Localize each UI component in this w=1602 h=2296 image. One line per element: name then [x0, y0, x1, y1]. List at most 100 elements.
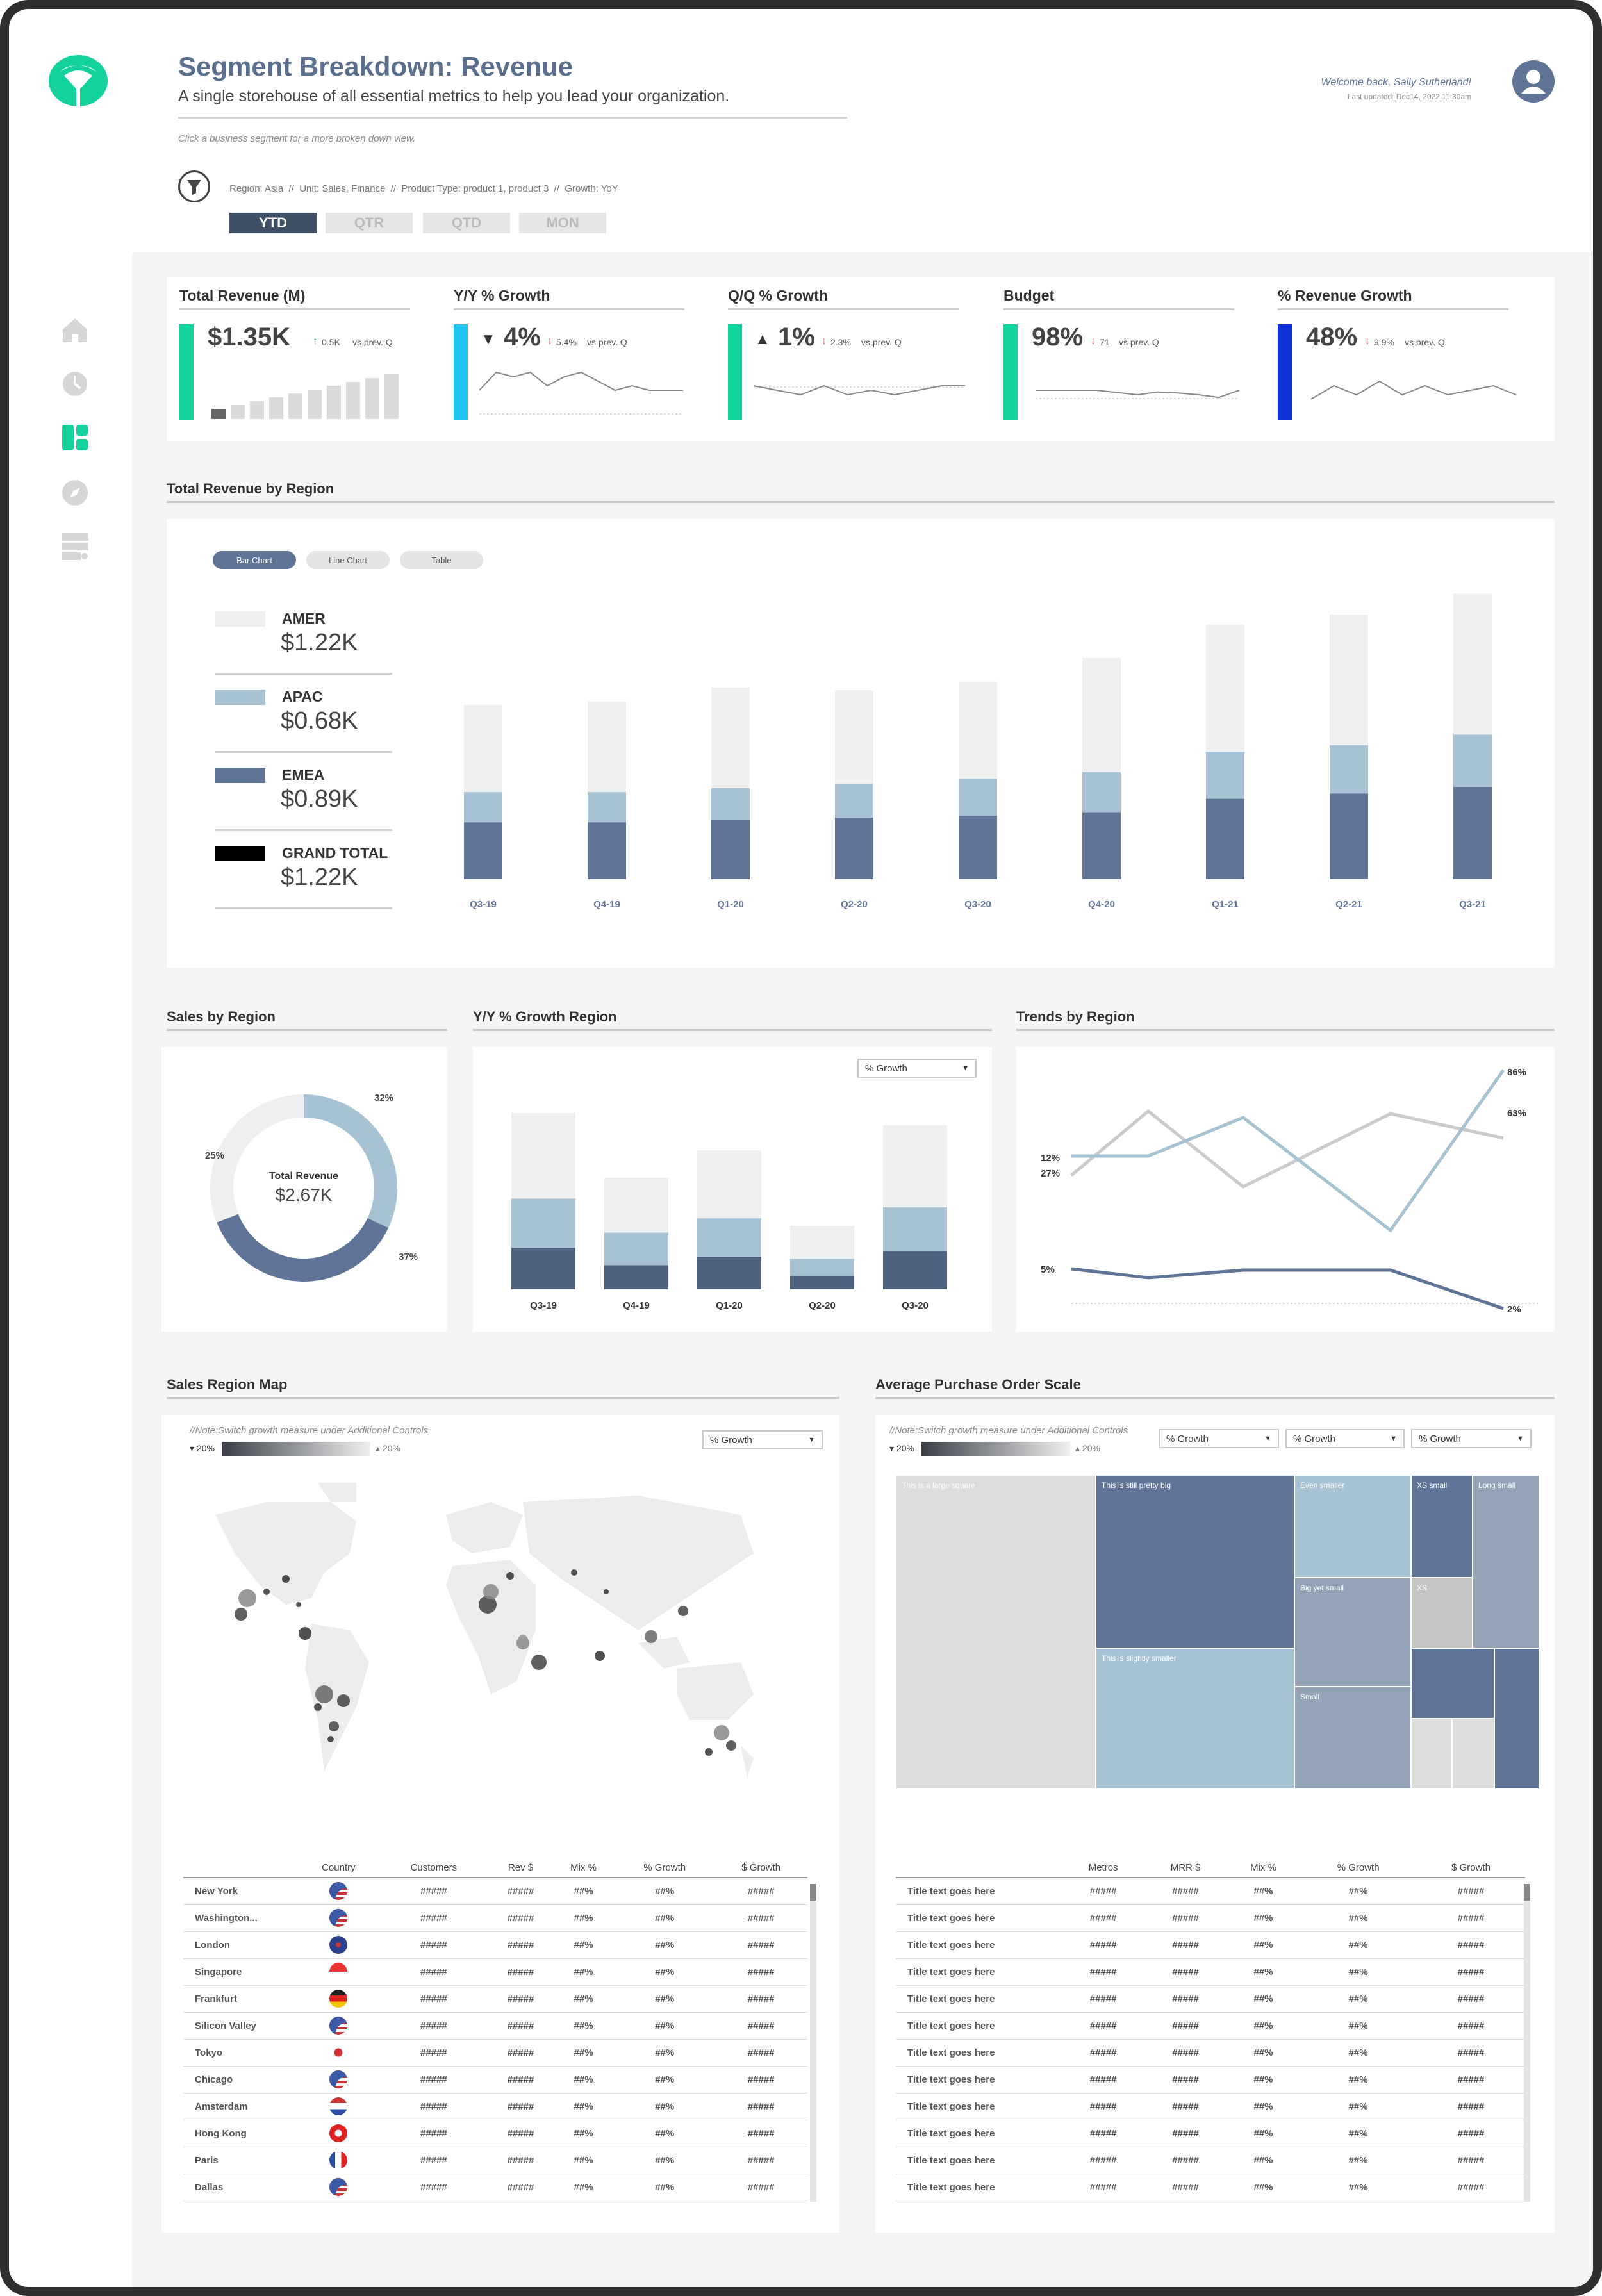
column-header[interactable]: Customers — [378, 1858, 489, 1878]
column-header[interactable]: Mix % — [552, 1858, 615, 1878]
customers-cell: ##### — [378, 1878, 489, 1905]
donut-label: 25% — [205, 1150, 224, 1161]
yy-growth-bar — [697, 1150, 761, 1219]
home-icon[interactable] — [60, 315, 90, 345]
table-row[interactable]: Frankfurt ##### ##### ##% ##% ##### — [183, 1985, 807, 2013]
table-header: Country Customers Rev $ Mix %% Growth $ Grow… — [183, 1858, 807, 1878]
growth-dollar-cell: ##### — [1417, 2093, 1525, 2120]
treemap-cell[interactable]: Even smaller — [1294, 1475, 1411, 1578]
row-title: Title text goes here — [896, 2174, 1062, 2201]
compass-icon[interactable] — [60, 478, 90, 508]
treemap-cell[interactable]: Big yet small — [1294, 1578, 1411, 1687]
table-row[interactable]: Tokyo ##### ##### ##% ##% ##### — [183, 2039, 807, 2067]
growth-dollar-cell: ##### — [714, 1878, 807, 1905]
growth-dollar-cell: ##### — [1417, 2039, 1525, 2067]
column-header[interactable]: Mix % — [1226, 1858, 1300, 1878]
table-button[interactable]: Table — [400, 551, 483, 569]
dashboard-icon[interactable] — [60, 423, 90, 452]
column-header[interactable]: MRR $ — [1144, 1858, 1227, 1878]
order-dropdown-3[interactable]: % Growth ▼ — [1411, 1429, 1532, 1448]
legend-name[interactable]: EMEA — [282, 766, 325, 783]
column-header[interactable]: Rev $ — [488, 1858, 553, 1878]
line-chart-button[interactable]: Line Chart — [306, 551, 390, 569]
bar-chart-button[interactable]: Bar Chart — [213, 551, 296, 569]
table-row[interactable]: Title text goes here ##### ##### ##% ##% ####… — [896, 2039, 1525, 2067]
column-header[interactable]: $ Growth — [1417, 1858, 1525, 1878]
legend-name[interactable]: AMER — [282, 610, 326, 627]
table-row[interactable]: Title text goes here ##### ##### ##% ##% ####… — [896, 1958, 1525, 1986]
table-row[interactable]: Title text goes here ##### ##### ##% ##% ####… — [896, 1878, 1525, 1905]
table-row[interactable]: New York ##### ##### ##% ##% ##### — [183, 1878, 807, 1905]
user-avatar[interactable] — [1512, 60, 1555, 103]
city-bubble — [282, 1575, 290, 1583]
mrr-cell: ##### — [1144, 2012, 1227, 2040]
table-row[interactable]: Title text goes here ##### ##### ##% ##% ####… — [896, 2066, 1525, 2094]
city-bubble — [299, 1627, 311, 1640]
city-table-scrollbar[interactable] — [810, 1884, 816, 2202]
kpi-delta-label: vs prev. Q — [1119, 337, 1159, 347]
mix-cell: ##% — [1226, 1958, 1300, 1986]
column-header[interactable]: $ Growth — [714, 1858, 807, 1878]
kpi-title: Y/Y % Growth — [454, 287, 684, 310]
table-row[interactable]: Washington... ##### ##### ##% ##% ##### — [183, 1904, 807, 1932]
treemap-cell[interactable] — [1411, 1719, 1452, 1789]
treemap-cell[interactable] — [1494, 1648, 1539, 1789]
yy-growth-dropdown[interactable]: % Growth ▼ — [857, 1059, 977, 1078]
column-header[interactable]: % Growth — [1300, 1858, 1417, 1878]
treemap-cell[interactable] — [1452, 1719, 1494, 1789]
table-row[interactable]: Hong Kong ##### ##### ##% ##% ##### — [183, 2120, 807, 2147]
order-table-scrollbar[interactable] — [1524, 1884, 1530, 2202]
growth-pct-cell: ##% — [1300, 2093, 1417, 2120]
legend-name[interactable]: GRAND TOTAL — [282, 845, 388, 861]
treemap-cell[interactable]: XS — [1411, 1578, 1473, 1648]
table-row[interactable]: Title text goes here ##### ##### ##% ##% ####… — [896, 1904, 1525, 1932]
tab-qtd[interactable]: QTD — [423, 213, 510, 233]
legend-value: $0.89K — [281, 786, 358, 813]
table-row[interactable]: Title text goes here ##### ##### ##% ##% ####… — [896, 2120, 1525, 2147]
tab-qtr[interactable]: QTR — [326, 213, 413, 233]
customers-cell: ##### — [378, 1958, 489, 1986]
yy-growth-bar — [883, 1251, 947, 1289]
table-row[interactable]: Title text goes here ##### ##### ##% ##% ####… — [896, 2147, 1525, 2174]
column-header[interactable]: Metros — [1062, 1858, 1144, 1878]
customers-cell: ##### — [378, 2120, 489, 2147]
table-row[interactable]: Amsterdam ##### ##### ##% ##% ##### — [183, 2093, 807, 2120]
table-row[interactable]: Silicon Valley ##### ##### ##% ##% ##### — [183, 2012, 807, 2040]
table-row[interactable]: London ##### ##### ##% ##% ##### — [183, 1931, 807, 1959]
table-row[interactable]: Title text goes here ##### ##### ##% ##% ####… — [896, 2093, 1525, 2120]
revenue-bar-amer — [588, 701, 626, 793]
trends-region-card — [1016, 1047, 1555, 1332]
server-icon[interactable] — [60, 532, 90, 561]
logo[interactable] — [46, 46, 110, 106]
table-row[interactable]: Title text goes here ##### ##### ##% ##% ####… — [896, 2012, 1525, 2040]
column-header[interactable]: % Growth — [615, 1858, 715, 1878]
table-row[interactable]: Dallas ##### ##### ##% ##% ##### — [183, 2174, 807, 2201]
treemap-cell[interactable]: XS small — [1411, 1475, 1473, 1578]
legend-name[interactable]: APAC — [282, 688, 323, 705]
column-header[interactable]: Country — [299, 1858, 379, 1878]
table-row[interactable]: Title text goes here ##### ##### ##% ##% ####… — [896, 1931, 1525, 1959]
clock-icon[interactable] — [60, 369, 90, 399]
tab-mon[interactable]: MON — [519, 213, 606, 233]
table-row[interactable]: Title text goes here ##### ##### ##% ##% ####… — [896, 1985, 1525, 2013]
table-row[interactable]: Chicago ##### ##### ##% ##% ##### — [183, 2066, 807, 2094]
treemap-cell[interactable]: This is a large square — [896, 1475, 1096, 1789]
table-row[interactable]: Paris ##### ##### ##% ##% ##### — [183, 2147, 807, 2174]
treemap-cell[interactable]: Small — [1294, 1687, 1411, 1789]
yy-growth-bar — [883, 1207, 947, 1251]
treemap-cell[interactable] — [1411, 1648, 1494, 1719]
world-map[interactable] — [190, 1476, 818, 1797]
map-growth-dropdown[interactable]: % Growth ▼ — [702, 1430, 823, 1449]
treemap-cell[interactable]: This is slightly smaller — [1096, 1648, 1294, 1789]
treemap-cell[interactable]: This is still pretty big — [1096, 1475, 1294, 1648]
filter-icon[interactable] — [178, 170, 210, 202]
order-dropdown-2[interactable]: % Growth ▼ — [1285, 1429, 1405, 1448]
treemap-cell[interactable]: Long small — [1473, 1475, 1539, 1648]
tab-ytd[interactable]: YTD — [229, 213, 317, 233]
revenue-bar-amer — [959, 681, 997, 779]
growth-pct-cell: ##% — [1300, 2039, 1417, 2067]
table-row[interactable]: Title text goes here ##### ##### ##% ##% ####… — [896, 2174, 1525, 2201]
table-row[interactable]: Singapore ##### ##### ##% ##% ##### — [183, 1958, 807, 1986]
yy-growth-bar — [697, 1218, 761, 1257]
order-dropdown-1[interactable]: % Growth ▼ — [1159, 1429, 1279, 1448]
